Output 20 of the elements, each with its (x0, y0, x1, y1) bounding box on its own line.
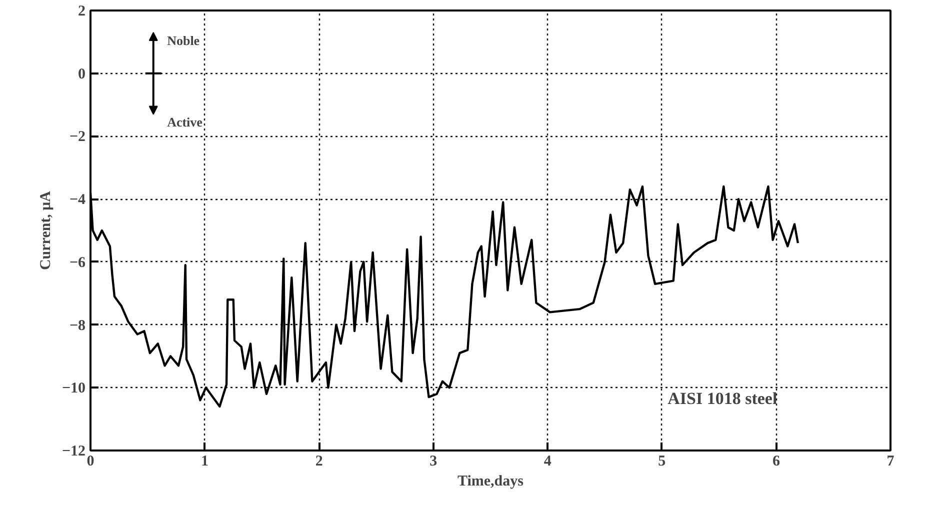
y-tick-label: −10 (62, 380, 86, 397)
y-tick-label: 2 (78, 4, 86, 20)
y-tick-label: −2 (69, 129, 86, 146)
y-tick-label: −6 (69, 254, 86, 271)
y-tick-label: 0 (78, 66, 86, 82)
x-tick-label: 3 (430, 454, 438, 470)
y-tick-label: −12 (62, 444, 86, 460)
x-tick-label: 4 (544, 454, 552, 470)
x-tick-label: 1 (201, 454, 209, 470)
annotation: Active (167, 114, 203, 130)
x-axis-title: Time,days (458, 474, 524, 490)
annotation: Noble (167, 32, 200, 48)
annotation: AISI 1018 steel (668, 389, 778, 408)
y-axis-title: Current, μA (38, 190, 54, 270)
x-tick-label: 7 (886, 454, 895, 470)
x-tick-label: 5 (658, 454, 666, 470)
y-tick-label: −4 (69, 192, 86, 208)
x-tick-label: 6 (772, 454, 780, 470)
y-tick-label: −8 (69, 318, 86, 334)
x-tick-label: 2 (315, 454, 323, 470)
